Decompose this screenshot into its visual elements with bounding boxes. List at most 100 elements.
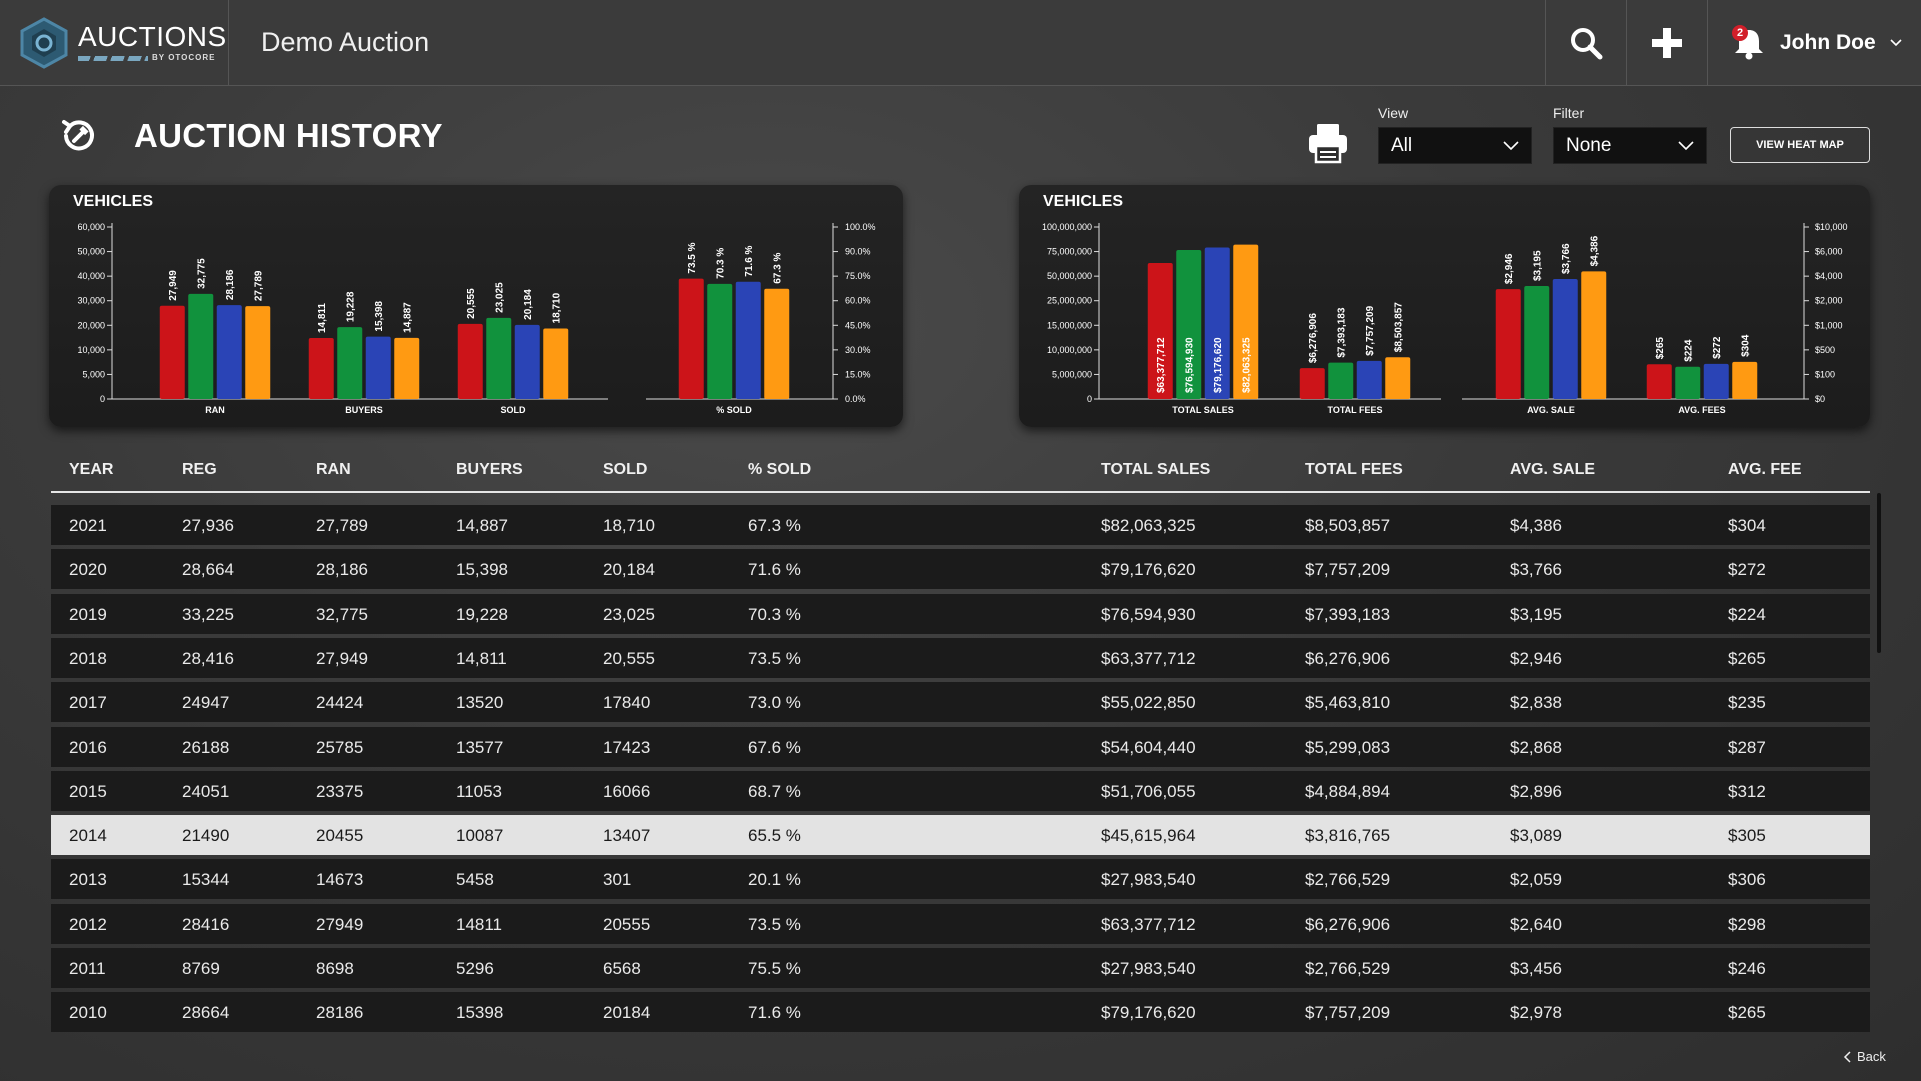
table-row[interactable]: 2017 24947 24424 13520 17840 73.0 % $55,022,85… — [51, 682, 1870, 723]
data-label: $272 — [1712, 336, 1723, 359]
table-cell: $312 — [1728, 781, 1766, 801]
table-cell: $7,757,209 — [1305, 560, 1391, 580]
chart-bar — [245, 306, 271, 399]
table-row[interactable]: 2012 28416 27949 14811 20555 73.5 % $63,377,71… — [51, 903, 1870, 944]
chart-title: VEHICLES — [1043, 193, 1124, 210]
sales-chart-panel: VEHICLES 0 5,000,000 10,000,000 15,000,000 2… — [1019, 185, 1870, 427]
table-cell: 24947 — [182, 693, 230, 713]
data-label: 28,186 — [225, 269, 236, 300]
table-cell: 15,398 — [456, 560, 508, 580]
table-cell: 15344 — [182, 870, 230, 890]
filter-select-value: None — [1566, 134, 1612, 156]
table-row[interactable]: 2019 33,225 32,775 19,228 23,025 70.3 % $76,59… — [51, 593, 1870, 634]
table-cell: 33,225 — [182, 604, 234, 624]
table-cell: $2,946 — [1510, 648, 1562, 668]
view-heat-map-button[interactable]: VIEW HEAT MAP — [1730, 127, 1870, 163]
add-button[interactable] — [1626, 0, 1707, 85]
table-row[interactable]: 2015 24051 23375 11053 16066 68.7 % $51,706,05… — [51, 770, 1870, 811]
chart-bar — [188, 293, 214, 399]
column-header-reg[interactable]: REG — [182, 461, 217, 478]
logo[interactable]: AUCTIONS BY OTOCORE — [0, 0, 229, 85]
chart-bar — [514, 324, 540, 399]
chart-bar — [159, 305, 185, 399]
table-cell: 17423 — [603, 737, 651, 757]
column-header-buyers[interactable]: BUYERS — [456, 461, 523, 478]
filter-select[interactable]: None — [1553, 127, 1707, 164]
y-tick-label: 50,000,000 — [1047, 271, 1092, 281]
table-row[interactable]: 2021 27,936 27,789 14,887 18,710 67.3 % $82,06… — [51, 505, 1870, 545]
table-row[interactable]: 2016 26188 25785 13577 17423 67.6 % $54,604,44… — [51, 726, 1870, 767]
chart-bar — [1356, 360, 1382, 399]
table-cell: $27,983,540 — [1101, 870, 1196, 890]
table-cell: 27,949 — [316, 648, 368, 668]
table-row[interactable]: 2013 15344 14673 5458 301 20.1 % $27,983,540 $2… — [51, 859, 1870, 900]
chart-bar — [1675, 366, 1701, 399]
column-header-avg-sale[interactable]: AVG. SALE — [1510, 461, 1596, 478]
column-header--sold[interactable]: % SOLD — [748, 461, 812, 478]
back-link[interactable]: Back — [1843, 1049, 1886, 1064]
chevron-left-icon — [1843, 1050, 1851, 1063]
print-button[interactable] — [1305, 120, 1351, 166]
category-label: AVG. SALE — [1527, 405, 1575, 415]
y-tick-label: 5,000 — [82, 369, 105, 379]
table-cell: $287 — [1728, 737, 1766, 757]
table-cell: $3,816,765 — [1305, 826, 1391, 846]
column-header-avg-fee[interactable]: AVG. FEE — [1728, 461, 1802, 478]
y-tick-label: $100 — [1815, 369, 1835, 379]
table-cell: 71.6 % — [748, 560, 801, 580]
chart-bar — [735, 281, 761, 399]
table-cell: 2016 — [69, 737, 107, 757]
table-row[interactable]: 2010 28664 28186 15398 20184 71.6 % $79,176,62… — [51, 992, 1870, 1033]
chart-bar — [1233, 244, 1259, 399]
table-cell: 2018 — [69, 648, 107, 668]
column-header-sold[interactable]: SOLD — [603, 461, 648, 478]
chart-bar — [394, 337, 420, 399]
y-tick-label: 90.0% — [845, 247, 871, 257]
table-row[interactable]: 2014 21490 20455 10087 13407 65.5 % $45,615,96… — [51, 815, 1870, 856]
table-cell: 15398 — [456, 1003, 504, 1023]
data-label: $304 — [1741, 334, 1752, 357]
back-label: Back — [1857, 1049, 1886, 1064]
table-cell: $3,456 — [1510, 959, 1562, 978]
column-header-total-sales[interactable]: TOTAL SALES — [1101, 461, 1211, 478]
notifications-button[interactable]: 2 — [1732, 24, 1766, 61]
notification-badge: 2 — [1732, 24, 1748, 41]
logo-byline: BY OTOCORE — [152, 53, 216, 62]
table-cell: 14,811 — [456, 648, 507, 668]
view-select[interactable]: All — [1378, 127, 1532, 164]
table-cell: 18,710 — [603, 516, 655, 535]
y-tick-label: 0.0% — [845, 394, 866, 404]
chart-bar — [707, 283, 733, 399]
table-cell: $3,766 — [1510, 560, 1562, 580]
chart-bar — [678, 278, 704, 399]
table-cell: $2,838 — [1510, 693, 1562, 713]
table-cell: $2,640 — [1510, 914, 1562, 934]
view-select-value: All — [1391, 134, 1413, 156]
y-tick-label: $500 — [1815, 345, 1835, 355]
column-header-total-fees[interactable]: TOTAL FEES — [1305, 461, 1403, 478]
data-label: 15,398 — [374, 301, 385, 332]
table-cell: 2010 — [69, 1003, 107, 1023]
data-label: 27,789 — [254, 270, 265, 301]
search-button[interactable] — [1545, 0, 1626, 85]
table-cell: 28,416 — [182, 648, 234, 668]
table-cell: 20,184 — [603, 560, 655, 580]
table-cell: 13520 — [456, 693, 504, 713]
chart-title: VEHICLES — [73, 193, 154, 210]
table-row[interactable]: 2020 28,664 28,186 15,398 20,184 71.6 % $79,17… — [51, 549, 1870, 590]
user-menu[interactable]: 2 John Doe — [1707, 0, 1921, 85]
table-scrollbar[interactable] — [1877, 493, 1881, 653]
table-cell: 70.3 % — [748, 604, 801, 624]
data-label: 32,775 — [197, 258, 208, 289]
column-header-year[interactable]: YEAR — [69, 461, 114, 478]
y-tick-label: $4,000 — [1815, 271, 1843, 281]
table-cell: 26188 — [182, 737, 230, 757]
table-cell: 20,555 — [603, 648, 655, 668]
column-header-ran[interactable]: RAN — [316, 461, 351, 478]
table-cell: 19,228 — [456, 604, 508, 624]
table-row[interactable]: 2011 8769 8698 5296 6568 75.5 % $27,983,540 $2,… — [51, 948, 1870, 988]
table-cell: 71.6 % — [748, 1003, 801, 1023]
table-cell: 28664 — [182, 1003, 230, 1023]
table-row[interactable]: 2018 28,416 27,949 14,811 20,555 73.5 % $63,37… — [51, 637, 1870, 678]
table-cell: 27949 — [316, 914, 364, 934]
